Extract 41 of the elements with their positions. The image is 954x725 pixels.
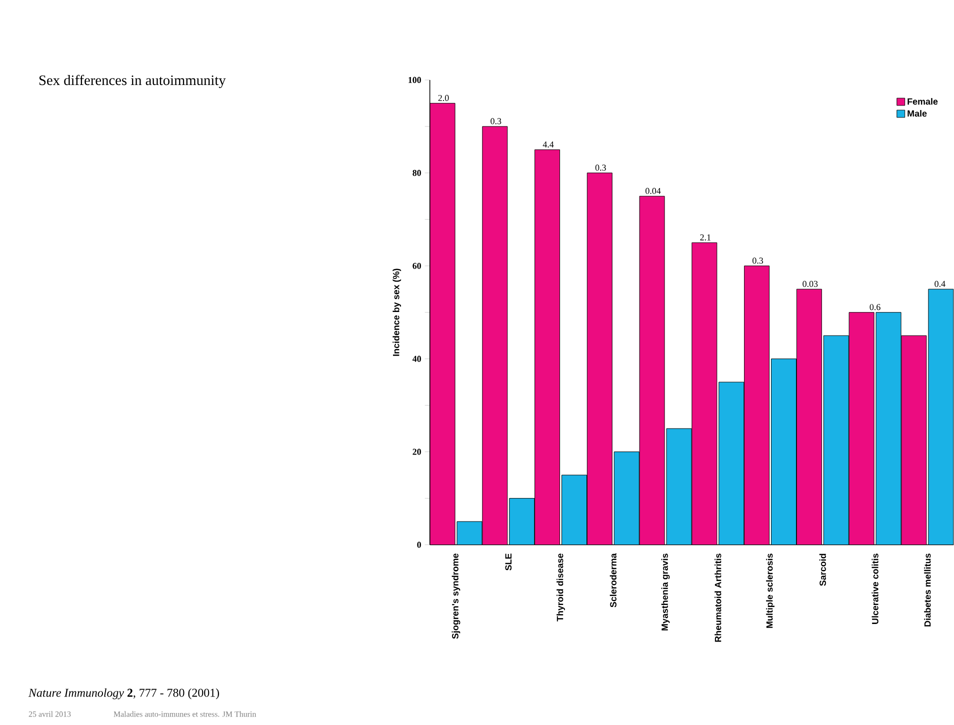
annotation: 4.4 [542,142,554,148]
text: Sex differences in autoimmunity [39,75,226,88]
bar [456,521,482,546]
y-tick-label: 60 [412,263,421,270]
bar [823,336,849,546]
x-tick-label: Rheumatoid Arthritis [714,554,722,642]
x-tick-label: Scleroderma [610,553,616,608]
x-tick-label: Sjogren's syndrome [452,554,460,639]
y-tick-label: 80 [412,170,421,176]
bar [562,474,588,546]
x-tick-label: Sarcoid [819,554,826,586]
bar [509,498,535,546]
x-tick-label: Diabetes mellitus [924,554,931,627]
annotation: 0.03 [802,280,818,288]
y-tick-label: 100 [408,77,421,84]
x-tick-label: SLE [505,554,512,571]
annotation: 2.1 [700,234,710,241]
bar [928,289,954,546]
x-tick-label: Thyroid disease [556,554,565,622]
y-tick-label: 40 [412,356,421,362]
legend-label: Female [908,98,938,105]
x-tick-label: Multiple sclerosis [766,554,774,628]
x-tick-label: Ulcerative colitis [872,554,878,624]
x-tick-label: Myasthenia gravis [661,554,670,631]
y-tick-label: 0 [417,542,421,548]
annotation: 0.3 [752,258,764,264]
legend-label: Male [908,110,927,117]
annotation: 2.0 [438,95,449,102]
annotation: 0.04 [646,188,661,194]
bar [718,382,744,546]
annotation: 0.3 [490,118,502,124]
text: Nature Immunology 2, 777 - 780 (2001) [28,688,220,700]
annotation: 0.3 [595,164,606,171]
bar [614,452,640,546]
annotation: 0.4 [934,280,946,288]
bar [666,428,692,546]
y-tick-label: 20 [412,448,421,455]
bar [876,312,902,546]
annotation: 0.6 [870,304,880,310]
bar [771,358,797,546]
y-axis-title: Incidence by sex (%) [392,268,402,356]
